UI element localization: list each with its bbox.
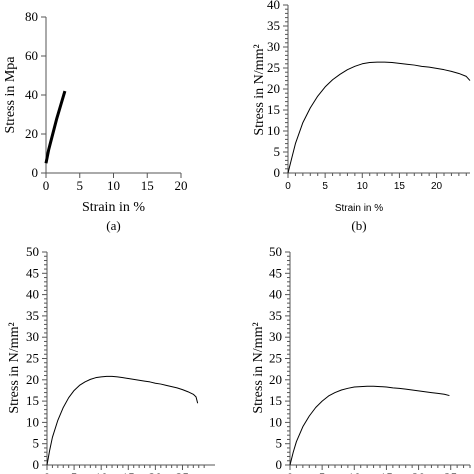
chart-a-x-tick-label: 5	[77, 178, 84, 193]
chart-d-x-tick-label: 0	[287, 470, 294, 474]
chart-c-x-tick-label: 10	[95, 470, 108, 474]
chart-d-y-tick-label: 5	[276, 436, 283, 451]
chart-a-x-tick-label: 0	[43, 178, 50, 193]
chart-d-x-tick-label: 15	[380, 470, 393, 474]
chart-a-sublabel: (a)	[106, 218, 120, 233]
chart-a-x-axis-title: Strain in %	[82, 200, 145, 215]
chart-b-x-tick-label: 15	[394, 181, 406, 192]
chart-d-x-tick-label: 25	[444, 470, 457, 474]
chart-d-y-tick-label: 35	[269, 308, 282, 323]
chart-c-y-tick-label: 35	[26, 308, 39, 323]
chart-b-y-tick-label: 0	[274, 165, 281, 180]
chart-b-sublabel: (b)	[351, 218, 366, 233]
chart-d-y-tick-label: 25	[269, 351, 282, 366]
chart-b-series-line	[287, 61, 471, 174]
chart-c-y-axis-title: Stress in N/mm²	[7, 322, 22, 413]
chart-c-y-tick-label: 40	[26, 287, 39, 302]
chart-b-x-tick-label: 0	[285, 181, 291, 192]
chart-d-x-tick-label: 10	[348, 470, 361, 474]
chart-b-y-tick-label: 40	[267, 0, 280, 12]
chart-c-x-tick-label: 20	[149, 470, 162, 474]
chart-b-y-axis-title: Stress in N/mm²	[252, 44, 267, 135]
chart-c-x-tick-label: 25	[176, 470, 189, 474]
chart-b-x-tick-label: 20	[431, 181, 443, 192]
chart-b-x-tick-label: 5	[322, 181, 328, 192]
chart-a-x-tick-label: 20	[175, 178, 188, 193]
chart-b-y-tick-label: 35	[267, 18, 280, 33]
chart-d-y-tick-label: 50	[269, 244, 282, 259]
chart-a-y-tick-label: 0	[32, 165, 39, 180]
chart-c-x-tick-label: 5	[71, 470, 78, 474]
chart-b-y-tick-label: 20	[267, 81, 280, 96]
chart-d-y-tick-label: 10	[269, 414, 282, 429]
chart-a-series-line	[44, 90, 67, 164]
chart-b-y-tick-label: 25	[267, 60, 280, 75]
chart-c-x-tick-label: 15	[122, 470, 135, 474]
chart-d-y-tick-label: 20	[269, 372, 282, 387]
chart-d-y-tick-label: 40	[269, 287, 282, 302]
chart-c-y-tick-label: 15	[26, 393, 39, 408]
chart-a-y-axis-title: Stress in Mpa	[3, 56, 18, 134]
chart-c-y-tick-label: 45	[26, 265, 39, 280]
chart-a-x-tick-label: 15	[141, 178, 154, 193]
chart-a-y-tick-label: 40	[25, 87, 38, 102]
chart-d-series-line	[289, 385, 450, 466]
chart-c-y-tick-label: 5	[33, 436, 40, 451]
chart-a-x-tick-label: 10	[107, 178, 120, 193]
chart-c-x-tick-label: 0	[44, 470, 51, 474]
chart-c-y-tick-label: 0	[33, 457, 40, 472]
chart-d-x-tick-label: 5	[319, 470, 326, 474]
chart-c-y-tick-label: 25	[26, 351, 39, 366]
chart-c-y-tick-label: 50	[26, 244, 39, 259]
chart-b-y-tick-label: 5	[274, 144, 281, 159]
chart-b-y-tick-label: 30	[267, 39, 280, 54]
chart-c-y-tick-label: 20	[26, 372, 39, 387]
chart-d-y-tick-label: 45	[269, 265, 282, 280]
chart-a-y-tick-label: 20	[25, 126, 38, 141]
chart-d-y-tick-label: 30	[269, 329, 282, 344]
chart-d-y-axis-title: Stress in N/mm²	[251, 322, 266, 413]
chart-d-y-tick-label: 0	[276, 457, 283, 472]
chart-d-x-tick-label: 20	[412, 470, 425, 474]
chart-c-y-tick-label: 10	[26, 414, 39, 429]
chart-c-series-line	[46, 375, 199, 466]
chart-a-y-tick-label: 60	[25, 48, 38, 63]
chart-b-x-tick-label: 10	[357, 181, 369, 192]
chart-c-y-tick-label: 30	[26, 329, 39, 344]
chart-b-y-tick-label: 10	[267, 123, 280, 138]
chart-d-y-tick-label: 15	[269, 393, 282, 408]
chart-b-x-axis-title: Strain in %	[335, 203, 383, 214]
chart-b-y-tick-label: 15	[267, 102, 280, 117]
chart-a-y-tick-label: 80	[25, 9, 38, 24]
